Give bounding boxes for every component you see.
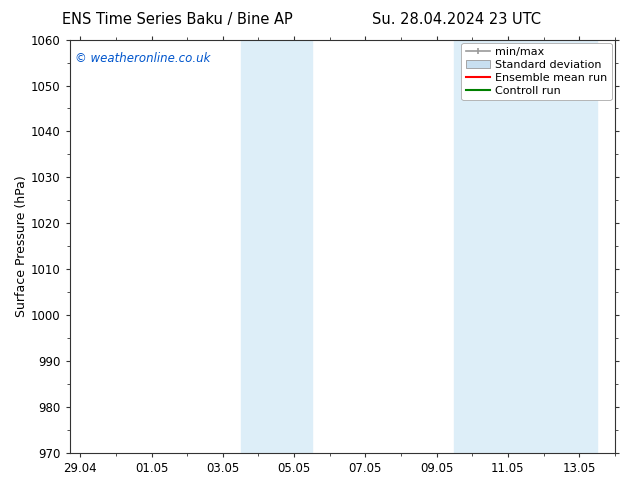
Bar — [455, 40, 597, 453]
Text: © weatheronline.co.uk: © weatheronline.co.uk — [75, 52, 210, 65]
Text: ENS Time Series Baku / Bine AP: ENS Time Series Baku / Bine AP — [62, 12, 293, 27]
Text: Su. 28.04.2024 23 UTC: Su. 28.04.2024 23 UTC — [372, 12, 541, 27]
Legend: min/max, Standard deviation, Ensemble mean run, Controll run: min/max, Standard deviation, Ensemble me… — [462, 43, 612, 100]
Bar — [241, 40, 312, 453]
Y-axis label: Surface Pressure (hPa): Surface Pressure (hPa) — [15, 175, 28, 317]
